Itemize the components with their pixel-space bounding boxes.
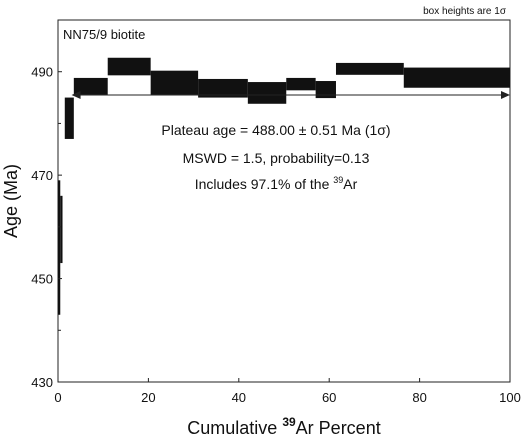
y-tick-label: 470 xyxy=(31,168,53,183)
y-axis-label: Age (Ma) xyxy=(1,164,21,238)
xlabel-superscript: 39 xyxy=(282,415,296,429)
includes-suffix: Ar xyxy=(343,176,357,192)
plateau-indicator xyxy=(71,90,510,99)
mswd-text: MSWD = 1.5, probability=0.13 xyxy=(183,150,370,166)
x-tick-label: 60 xyxy=(322,390,336,405)
y-tick-label: 450 xyxy=(31,272,53,287)
age-steps xyxy=(58,57,510,315)
plateau-arrow-right xyxy=(501,90,510,99)
step-box-5 xyxy=(107,57,151,76)
step-box-10 xyxy=(315,81,336,99)
sample-label: NN75/9 biotite xyxy=(63,27,145,42)
step-box-3 xyxy=(64,97,74,139)
x-axis-label: Cumulative 39Ar Percent xyxy=(187,415,380,437)
step-box-6 xyxy=(150,70,199,95)
x-tick-label: 40 xyxy=(232,390,246,405)
xlabel-prefix: Cumulative xyxy=(187,418,282,437)
x-tick-label: 0 xyxy=(54,390,61,405)
step-box-2 xyxy=(60,195,63,264)
corner-note: box heights are 1σ xyxy=(423,6,507,17)
includes-superscript: 39 xyxy=(333,175,343,185)
y-axis-ticks: 430 450 470 490 xyxy=(31,65,62,390)
x-axis-ticks: 0 20 40 60 80 100 xyxy=(54,378,521,405)
step-box-7 xyxy=(198,78,248,98)
step-box-4 xyxy=(73,77,108,95)
step-box-11 xyxy=(335,62,404,75)
step-box-1 xyxy=(58,180,61,315)
includes-prefix: Includes 97.1% of the xyxy=(195,176,334,192)
step-box-9 xyxy=(286,77,316,91)
plateau-arrow-left xyxy=(71,90,81,99)
x-tick-label: 80 xyxy=(412,390,426,405)
step-box-12 xyxy=(403,67,510,88)
x-tick-label: 20 xyxy=(141,390,155,405)
x-tick-label: 100 xyxy=(499,390,521,405)
y-tick-label: 490 xyxy=(31,65,53,80)
includes-text: Includes 97.1% of the 39Ar xyxy=(195,175,358,192)
xlabel-suffix: Ar Percent xyxy=(296,418,381,437)
step-box-8 xyxy=(247,82,287,104)
plateau-age-text: Plateau age = 488.00 ± 0.51 Ma (1σ) xyxy=(161,122,390,138)
y-tick-label: 430 xyxy=(31,375,53,390)
